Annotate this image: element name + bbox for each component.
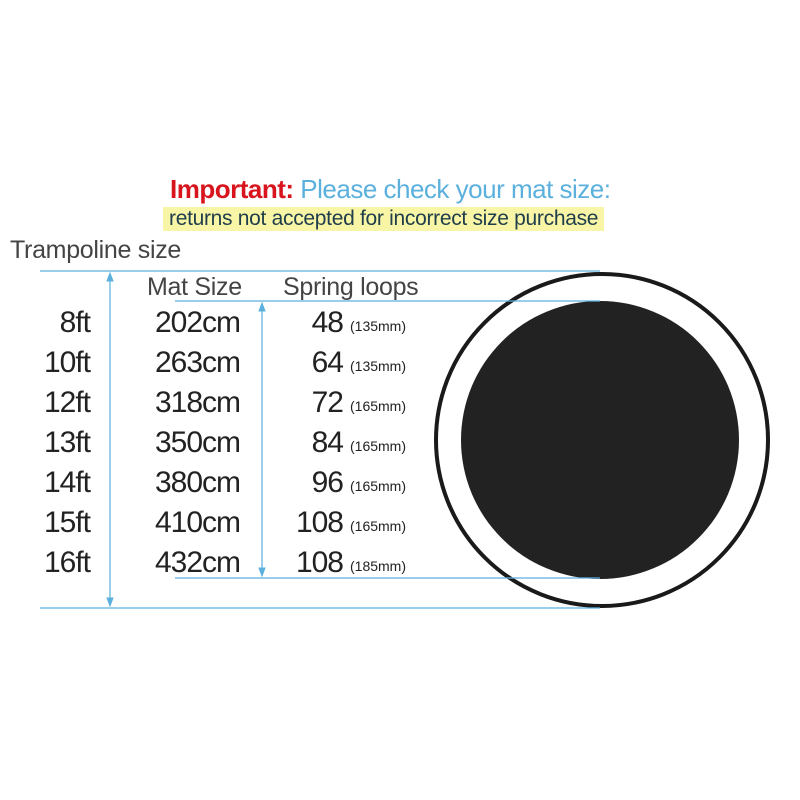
trampoline-size-value: 15ft [43, 506, 91, 539]
mat-size-value: 380cm [155, 466, 241, 499]
spring-length: (135mm) [350, 358, 407, 374]
trampoline-size-value: 13ft [43, 426, 91, 459]
mat-size-value: 263cm [155, 346, 241, 379]
trampoline-size-value: 16ft [43, 546, 91, 579]
trampoline-size-value: 8ft [59, 306, 91, 339]
spring-loop-count: 48 [311, 306, 344, 339]
spring-length: (165mm) [350, 478, 407, 494]
returns-note: returns not accepted for incorrect size … [163, 207, 605, 231]
mat-size-arrow [258, 301, 266, 578]
spring-length: (185mm) [350, 558, 407, 574]
mat-size-header: Mat Size [147, 273, 242, 301]
spring-length: (165mm) [350, 438, 407, 454]
trampoline-size-header: Trampoline size [10, 236, 182, 264]
trampoline-size-value: 10ft [43, 346, 91, 379]
trampoline-size-arrow [106, 271, 114, 608]
table-row: 16ft 432cm 108 (185mm) [0, 546, 440, 586]
table-row: 10ft 263cm 64 (135mm) [0, 346, 440, 386]
spring-length: (165mm) [350, 398, 407, 414]
mat-size-value: 318cm [155, 386, 241, 419]
trampoline-frame-ring [434, 272, 770, 608]
spring-loop-count: 96 [311, 466, 344, 499]
important-label: Important: [170, 174, 294, 204]
spring-loop-count: 64 [311, 346, 344, 379]
trampoline-size-value: 12ft [43, 386, 91, 419]
spring-loop-count: 108 [295, 546, 344, 579]
spring-loop-count: 84 [311, 426, 344, 459]
table-row: 12ft 318cm 72 (165mm) [0, 386, 440, 426]
spring-length: (165mm) [350, 518, 407, 534]
trampoline-size-value: 14ft [43, 466, 91, 499]
trampoline-mat [461, 301, 739, 579]
mat-size-value: 350cm [155, 426, 241, 459]
spring-loop-count: 72 [311, 386, 344, 419]
table-row: 8ft 202cm 48 (135mm) [0, 306, 440, 346]
spring-loop-count: 108 [295, 506, 344, 539]
mat-size-value: 410cm [155, 506, 241, 539]
spring-loops-header: Spring loops [283, 273, 419, 301]
table-row: 13ft 350cm 84 (165mm) [0, 426, 440, 466]
check-mat-size-message: Please check your mat size: [300, 174, 611, 204]
important-notice: Important: Please check your mat size: [170, 174, 611, 205]
table-row: 15ft 410cm 108 (165mm) [0, 506, 440, 546]
spring-length: (135mm) [350, 318, 407, 334]
table-row: 14ft 380cm 96 (165mm) [0, 466, 440, 506]
mat-size-value: 432cm [155, 546, 241, 579]
mat-size-value: 202cm [155, 306, 241, 339]
